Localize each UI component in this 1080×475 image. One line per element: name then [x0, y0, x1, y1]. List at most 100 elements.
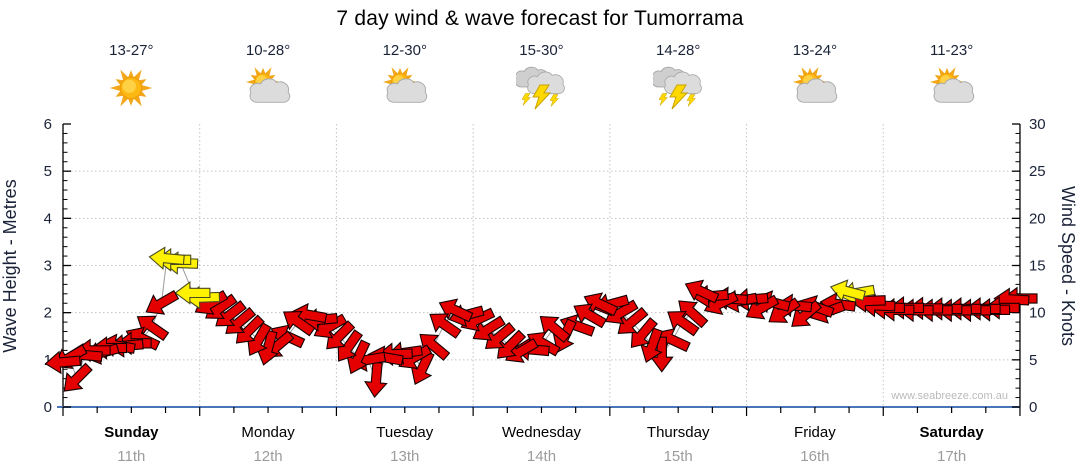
wind-speed-tick-label: 5: [1029, 352, 1037, 369]
weather-icon-partly: [382, 67, 427, 103]
date-label: 14th: [527, 448, 556, 465]
day-header: 12-30°: [357, 42, 453, 113]
weather-icon-partly: [792, 67, 838, 103]
wind-arrow: [617, 306, 649, 334]
cloud-icon: [386, 78, 427, 103]
weather-icon-sunny: [110, 69, 153, 107]
weather-icon-svg: [929, 67, 974, 103]
day-label: Thursday: [647, 424, 710, 441]
arrow-shape: [235, 314, 265, 344]
wind-arrow: [145, 289, 180, 315]
lightning-shape: [669, 84, 689, 110]
sun-ray: [250, 74, 258, 81]
day-label: Wednesday: [502, 424, 581, 441]
cloud-shape: [386, 78, 427, 103]
arrow-shape: [791, 299, 823, 327]
date-label: 12th: [253, 448, 282, 465]
arrow-shape: [617, 306, 649, 334]
arrow-shape: [364, 361, 388, 398]
wave-height-tick-label: 0: [44, 399, 52, 416]
temperature-range-label: 15-30°: [519, 42, 564, 59]
cloud-shape: [527, 71, 566, 95]
wind-arrow: [684, 279, 720, 304]
arrow-shape: [438, 298, 474, 323]
arrow-shape: [337, 329, 363, 362]
sun-ray: [110, 84, 122, 92]
weather-icon-box: [243, 63, 293, 113]
arrow-shape: [63, 362, 93, 392]
lightning-shape: [686, 94, 697, 107]
gust-arrow: [174, 281, 211, 305]
sun-ray: [397, 67, 403, 75]
wind-arrow: [283, 310, 316, 337]
wind-speed-tick-label: 25: [1029, 163, 1046, 180]
wind-arrow: [791, 299, 823, 327]
sun-icon: [110, 69, 153, 107]
wind-arrow: [678, 300, 709, 329]
wind-arrow: [63, 362, 93, 392]
wind-speed-tick-label: 30: [1029, 116, 1046, 133]
wind-arrow: [246, 322, 272, 356]
date-label: 16th: [800, 448, 829, 465]
day-label: Saturday: [920, 424, 985, 441]
cloud-shape: [933, 78, 974, 103]
sun-ray: [382, 79, 392, 85]
lightning-shape: [522, 93, 532, 106]
sun-ray: [128, 70, 135, 79]
arrow-shape: [246, 322, 272, 356]
temperature-range-label: 10-28°: [245, 42, 291, 59]
wind-arrow: [496, 329, 527, 359]
arrow-shape: [174, 281, 211, 305]
arrow-shape: [745, 294, 780, 320]
weather-icon-box: [380, 63, 430, 113]
arrow-shape: [573, 303, 608, 329]
sun-ray: [138, 90, 147, 97]
date-label: 17th: [937, 448, 966, 465]
arrow-shape: [583, 292, 619, 317]
day-label: Monday: [241, 424, 295, 441]
cloud-shape: [796, 78, 838, 103]
sun-ray: [260, 67, 266, 75]
weather-icon-box: [106, 63, 156, 113]
wind-arrow: [337, 329, 363, 362]
sun-ray: [792, 79, 803, 85]
arrow-shape: [148, 246, 185, 271]
arrow-shape: [496, 329, 527, 359]
day-header: 11-23°: [904, 42, 1000, 113]
weather-icon-box: [790, 63, 840, 113]
sun-ray: [138, 79, 147, 86]
lightning-icon: [686, 94, 697, 107]
wave-height-tick-label: 6: [44, 116, 52, 133]
sun-ray: [807, 67, 813, 75]
chart-title: 7 day wind & wave forecast for Tumorrama: [336, 7, 744, 30]
wind-arrow: [364, 361, 388, 398]
weather-icon-box: [927, 63, 977, 113]
sun-ray: [797, 74, 805, 81]
day-header: 13-27°: [83, 42, 179, 113]
cloud-icon: [527, 71, 566, 95]
sun-ray: [952, 74, 959, 81]
gust-arrow: [829, 279, 866, 303]
arrow-shape: [640, 327, 664, 364]
watermark: www.seabreeze.com.au: [890, 390, 1008, 402]
arrow-shape: [684, 279, 720, 304]
day-header: 13-24°: [767, 42, 863, 113]
date-label: 15th: [664, 448, 693, 465]
day-header: 10-28°: [220, 42, 316, 113]
wind-speed-tick-label: 15: [1029, 258, 1046, 275]
weather-icon-storm: [515, 66, 566, 110]
sun-ray: [815, 74, 823, 81]
sun-disc-highlight: [122, 79, 137, 93]
weather-icon-svg: [792, 67, 838, 103]
lightning-shape: [550, 94, 560, 107]
sun-ray: [246, 79, 256, 85]
weather-icon-svg: [382, 67, 427, 103]
lightning-icon: [532, 84, 552, 110]
sun-ray: [128, 97, 135, 106]
arrow-shape: [136, 315, 170, 342]
lightning-icon: [658, 93, 669, 106]
sun-ray: [115, 79, 125, 86]
wind-arrow: [630, 317, 658, 349]
lightning-icon: [522, 93, 532, 106]
wave-height-tick-label: 2: [44, 305, 52, 322]
